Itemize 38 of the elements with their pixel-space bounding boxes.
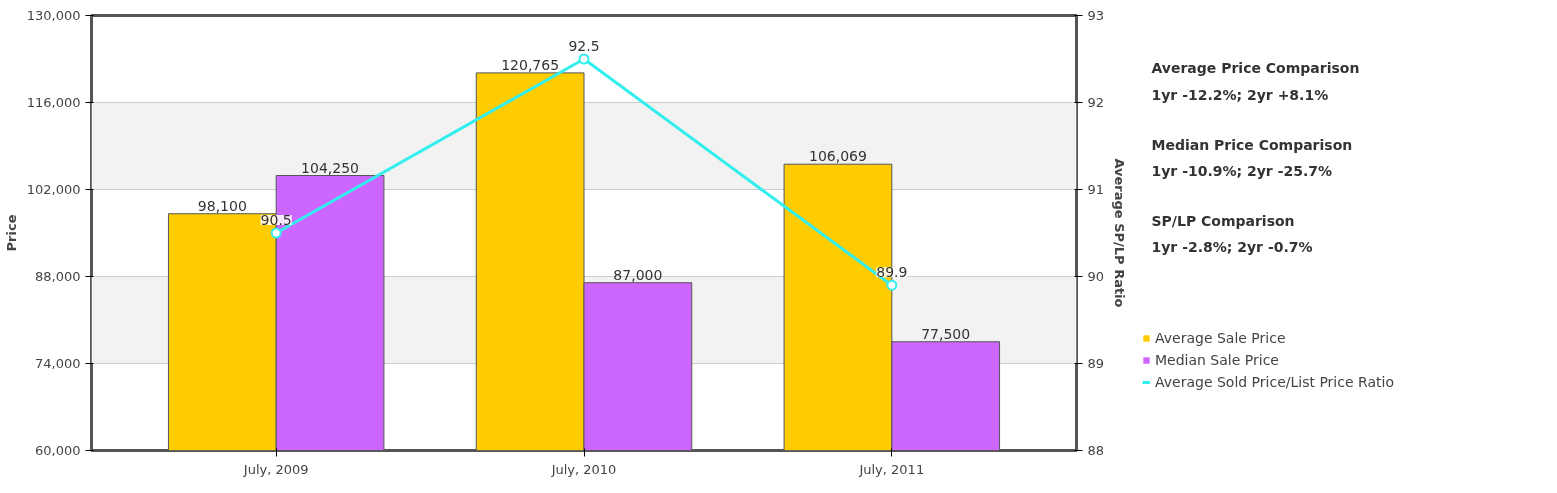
point <box>578 53 590 65</box>
data-label: 92.5 <box>568 38 600 54</box>
y2-tick-label: 93 <box>1087 8 1105 23</box>
data-label: 106,069 <box>809 148 867 165</box>
x-tick-label: July, 2010 <box>550 461 617 477</box>
data-label: 87,000 <box>613 266 663 283</box>
data-label: 77,500 <box>921 325 971 342</box>
y-tick-label: 102,000 <box>26 182 81 197</box>
y-tick-label: 116,000 <box>26 95 81 110</box>
data-label: 89.9 <box>876 264 908 281</box>
point <box>270 227 282 239</box>
y-tick-label: 60,000 <box>35 443 81 458</box>
text: Median Price Comparison <box>1151 136 1353 153</box>
y2-tick-label: 89 <box>1087 356 1105 371</box>
legend-label: Median Sale Price <box>1155 352 1279 368</box>
data-label: 98,100 <box>197 197 247 214</box>
legend-label: Average Sold Price/List Price Ratio <box>1155 374 1394 390</box>
data-label: 90.5 <box>260 212 292 228</box>
y2-tick-label: 91 <box>1087 182 1105 197</box>
x-tick-label: July, 2009 <box>242 461 309 477</box>
y-tick-label: 88,000 <box>35 269 81 284</box>
text: 1yr -10.9%; 2yr -25.7% <box>1151 162 1333 179</box>
data-label: 120,765 <box>501 56 560 73</box>
y2-tick-label: 88 <box>1087 443 1105 458</box>
y2-tick-label: 92 <box>1087 95 1105 110</box>
y-tick-label: 74,000 <box>35 356 81 371</box>
legend-label: Average Sale Price <box>1155 330 1286 346</box>
text: Average Price Comparison <box>1151 60 1360 77</box>
point <box>886 279 898 291</box>
y2-tick-label: 90 <box>1087 269 1105 284</box>
text: 1yr -12.2%; 2yr +8.1% <box>1151 86 1329 103</box>
data-label: 104,250 <box>301 159 360 176</box>
y-tick-label: 130,000 <box>26 8 81 23</box>
text: 1yr -2.8%; 2yr -0.7% <box>1151 238 1313 255</box>
x-tick-label: July, 2011 <box>858 461 925 477</box>
y2-axis-title: Average SP/LP Ratio <box>1112 158 1128 308</box>
y-axis-title: Price <box>3 214 19 252</box>
text: SP/LP Comparison <box>1151 212 1295 229</box>
